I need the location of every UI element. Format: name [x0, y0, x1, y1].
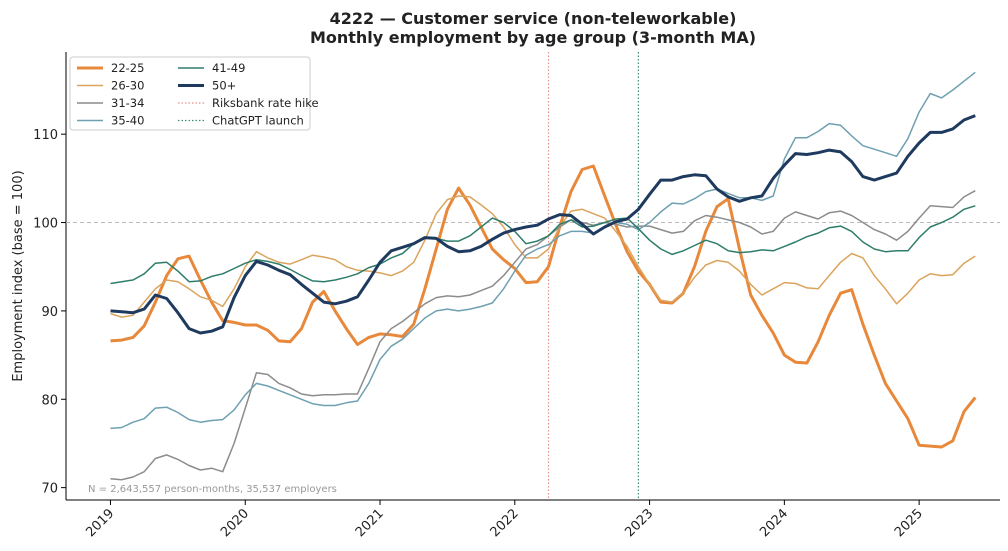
series-line [110, 71, 976, 430]
x-tick-label: 2023 [622, 506, 656, 540]
footnote: N = 2,643,557 person-months, 35,537 empl… [88, 484, 337, 495]
series-line [110, 195, 976, 318]
legend-box [69, 56, 311, 131]
x-tick-label: 2020 [218, 506, 252, 540]
x-tick-label: 2025 [892, 506, 926, 540]
legend-label: 35-40 [111, 114, 144, 128]
x-tick-label: 2021 [353, 506, 387, 540]
x-tick-label: 2019 [83, 506, 117, 540]
series-line [110, 190, 976, 481]
legend-label: 22-25 [111, 61, 144, 75]
legend-label: ChatGPT launch [212, 114, 304, 128]
legend-label: Riksbank rate hike [212, 96, 319, 110]
x-tick-label: 2022 [488, 506, 522, 540]
legend-label: 31-34 [111, 96, 144, 110]
y-tick-label: 110 [33, 128, 58, 143]
y-axis-label: Employment index (base = 100) [11, 170, 26, 381]
legend-label: 50+ [212, 79, 236, 93]
series-line [110, 114, 976, 335]
y-tick-label: 80 [41, 393, 58, 408]
legend-label: 41-49 [212, 61, 245, 75]
chart-title: 4222 — Customer service (non-teleworkabl… [330, 9, 737, 28]
y-tick-label: 100 [33, 217, 58, 232]
y-tick-label: 70 [41, 482, 58, 497]
x-tick-label: 2024 [757, 506, 791, 540]
chart-subtitle: Monthly employment by age group (3-month… [310, 28, 756, 47]
series-line [110, 164, 977, 449]
y-tick-label: 90 [41, 305, 58, 320]
series-line [110, 205, 976, 285]
legend-label: 26-30 [111, 79, 144, 93]
